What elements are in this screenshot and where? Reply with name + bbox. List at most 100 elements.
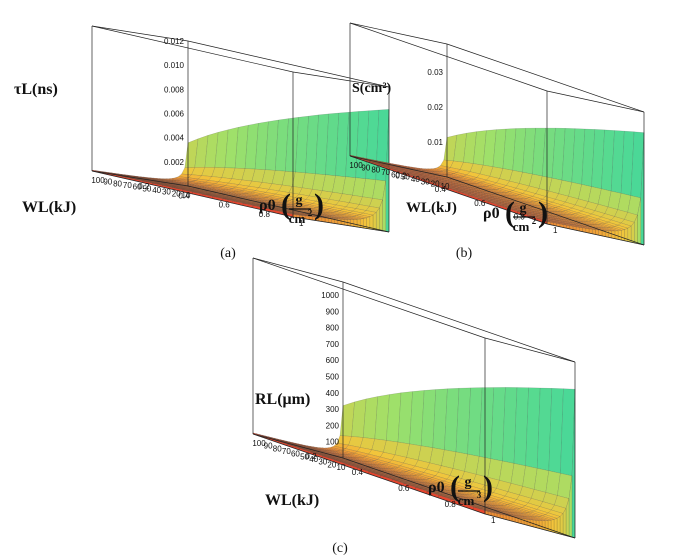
x-tick-label: 100	[349, 161, 363, 170]
surface-side-cell	[337, 218, 342, 225]
caption-b: (b)	[456, 246, 473, 261]
x-tick-label: 90	[103, 178, 112, 187]
z-axis-label: RL(μm)	[255, 391, 310, 408]
y-axis-label: ρ0	[259, 197, 276, 214]
y-tick-label: 0.4	[352, 468, 364, 477]
z-tick-label: 400	[326, 389, 340, 398]
x-tick-label: 40	[309, 455, 318, 464]
x-tick-label: 100	[91, 176, 105, 185]
surface-side-cell	[340, 219, 345, 226]
z-tick-label: 100	[326, 438, 340, 447]
surface-side-cell	[559, 513, 564, 536]
x-tick-label: 80	[113, 179, 122, 188]
y-unit-numerator: g	[465, 475, 472, 490]
x-tick-label: 70	[123, 181, 132, 190]
box-edge	[349, 22, 548, 92]
surface-side-cell	[617, 230, 622, 241]
y-tick-label: 0.6	[398, 484, 410, 493]
box-edge	[546, 90, 645, 113]
box-edge	[252, 433, 344, 459]
y-unit-denominator: cm	[513, 219, 530, 234]
box-edge	[91, 170, 189, 187]
x-tick-label: 50	[300, 452, 309, 461]
y-tick-label: 0.8	[259, 210, 271, 219]
box-edge	[546, 223, 645, 246]
z-tick-label: 200	[326, 421, 340, 430]
bracket-left: (	[281, 188, 291, 221]
box-edge	[292, 216, 390, 233]
y-unit-denominator: cm	[289, 211, 306, 226]
x-tick-label: 10	[182, 191, 191, 200]
z-tick-label: 0.006	[164, 110, 185, 119]
surface-plot-c: 100 200 300 400 500 600 700 800 900 1000 102030405…	[252, 257, 576, 539]
caption-c: (c)	[332, 541, 348, 556]
bracket-right: )	[483, 470, 493, 503]
box-edge	[446, 43, 645, 113]
surface-side-cell	[356, 218, 361, 228]
y-tick-label: 0.6	[474, 199, 486, 208]
z-tick-label: 0.010	[164, 61, 185, 70]
surface-side-cell	[372, 212, 377, 231]
bracket-left: (	[450, 470, 460, 503]
z-tick-label: 500	[326, 373, 340, 382]
z-tick-label: 0.002	[164, 158, 185, 167]
surface-side-cell	[608, 230, 612, 239]
surface-side-cell	[630, 221, 635, 244]
y-tick-label: 0.2	[138, 182, 150, 191]
y-unit-exponent: 2	[308, 208, 313, 218]
x-tick-label: 60	[291, 450, 300, 459]
y-tick-label: 0.4	[178, 191, 190, 200]
x-axis-label: WL(kJ)	[22, 199, 76, 216]
surface-mesh	[349, 127, 645, 246]
x-tick-label: 20	[172, 189, 181, 198]
y-tick-label: 1	[299, 219, 304, 228]
z-tick-label: 900	[326, 307, 340, 316]
bracket-right: )	[314, 188, 324, 221]
box-edge	[91, 25, 189, 42]
x-tick-label: 50	[142, 184, 151, 193]
x-tick-label: 60	[391, 170, 400, 179]
x-tick-label: 40	[411, 175, 420, 184]
x-tick-label: 20	[327, 460, 336, 469]
box-edge	[292, 71, 390, 88]
surface-side-cell	[360, 218, 364, 229]
surface-side-cell	[562, 507, 567, 536]
z-tick-label: 0.02	[427, 103, 443, 112]
y-tick-label: 1	[553, 226, 558, 235]
surface-mesh	[252, 387, 576, 539]
z-axis-label: τL(ns)	[14, 81, 58, 98]
z-tick-label: 1000	[321, 291, 339, 300]
bracket-right: )	[538, 196, 548, 229]
box-edge	[252, 257, 344, 283]
x-tick-label: 30	[318, 458, 327, 467]
y-unit-numerator: g	[520, 201, 527, 216]
z-tick-label: 0.03	[427, 68, 443, 77]
x-tick-label: 10	[337, 463, 346, 472]
box-edge	[446, 176, 645, 246]
box-edge	[342, 281, 576, 363]
x-tick-label: 80	[371, 166, 380, 175]
x-tick-label: 40	[152, 186, 161, 195]
surface-side-cell	[544, 520, 549, 532]
z-tick-label: 0.008	[164, 85, 185, 94]
box-edge	[91, 25, 294, 73]
box-edge	[187, 40, 390, 88]
y-unit-exponent: 3	[477, 490, 482, 500]
box-edge	[349, 22, 448, 45]
x-tick-label: 30	[162, 188, 171, 197]
surface-side-cell	[369, 214, 374, 230]
y-tick-label: 0.2	[305, 452, 317, 461]
z-tick-label: 800	[326, 324, 340, 333]
y-tick-label: 0.2	[395, 172, 407, 181]
surface-side-cell	[353, 219, 358, 228]
x-tick-label: 10	[441, 182, 450, 191]
box-edge	[349, 155, 448, 178]
z-tick-label: 300	[326, 405, 340, 414]
box-edge	[484, 337, 576, 363]
y-tick-label: 1	[491, 516, 496, 525]
box-edge	[349, 155, 548, 225]
y-tick-label: 0.8	[445, 500, 457, 509]
y-tick-label: 0.6	[219, 201, 231, 210]
